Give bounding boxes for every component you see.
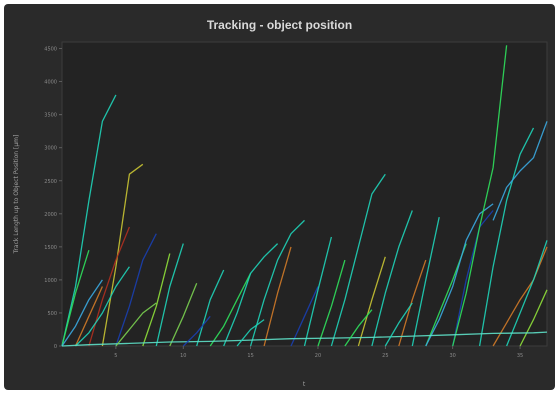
chart-title: Tracking - object position [206, 18, 353, 32]
x-tick-label: 20 [315, 353, 321, 359]
track-series-34 [61, 331, 548, 347]
track-series-24 [411, 216, 440, 347]
track-series-37 [344, 309, 373, 347]
track-series-4 [115, 233, 157, 347]
y-tick-label: 4000 [44, 80, 57, 86]
track-series-8 [75, 266, 130, 347]
track-series-13 [209, 273, 252, 347]
track-series-35 [115, 302, 157, 347]
track-series-32 [505, 240, 548, 347]
track-series-5 [61, 250, 90, 347]
y-tick-label: 500 [47, 311, 57, 317]
track-series-11 [169, 282, 198, 347]
x-tick-label: 5 [114, 353, 117, 359]
track-series-22 [371, 210, 413, 347]
track-series-1 [61, 94, 117, 347]
y-tick-label: 1000 [44, 278, 57, 284]
y-tick-label: 3000 [44, 146, 57, 152]
track-series-31 [492, 246, 548, 347]
y-axis-label: Track Length up to Object Position [µm] [13, 135, 20, 255]
track-series-7 [61, 279, 103, 347]
x-tick-label: 35 [517, 353, 523, 359]
y-tick-label: 4500 [44, 47, 57, 53]
track-series-15 [263, 246, 292, 347]
x-tick-label: 25 [382, 353, 388, 359]
x-axis-label: t [303, 381, 306, 388]
track-series-21 [357, 256, 386, 347]
track-series-10 [155, 243, 184, 347]
track-series-36 [236, 319, 265, 347]
track-series-9 [142, 253, 171, 347]
track-series-39 [182, 315, 211, 347]
track-series-20 [330, 173, 386, 347]
track-series-18 [303, 236, 333, 347]
track-series-2 [101, 163, 144, 347]
track-series-16 [249, 219, 305, 347]
y-tick-label: 0 [54, 344, 57, 350]
track-series-33 [519, 289, 548, 347]
y-tick-label: 3500 [44, 113, 57, 119]
track-series-27 [452, 210, 494, 347]
track-series-38 [384, 302, 413, 347]
series-group [61, 45, 548, 347]
y-tick-label: 2500 [44, 179, 57, 185]
x-tick-label: 30 [450, 353, 456, 359]
track-series-28 [452, 45, 508, 347]
track-series-12 [196, 269, 225, 347]
chart-svg: 0 500 1000 1500 2000 2500 3000 3500 4000 4500 5 10… [13, 41, 548, 388]
x-tick-label: 15 [247, 353, 253, 359]
chart-panel: 0 500 1000 1500 2000 2500 3000 3500 4000 4500 5 10… [4, 4, 555, 390]
track-series-6 [74, 286, 103, 347]
track-series-19 [317, 259, 346, 347]
track-series-30 [492, 121, 548, 221]
track-series-14 [223, 243, 279, 347]
x-axis-ticks: 5 10 15 20 25 30 35 [114, 346, 523, 359]
track-series-23 [398, 259, 427, 347]
track-series-26 [425, 203, 494, 347]
track-series-29 [478, 127, 535, 347]
y-axis-ticks: 0 500 1000 1500 2000 2500 3000 3500 4000 4500 [44, 47, 62, 350]
x-tick-label: 10 [180, 353, 186, 359]
y-tick-label: 1500 [44, 245, 57, 251]
plot-area [61, 41, 548, 347]
track-series-17 [290, 286, 319, 347]
y-tick-label: 2000 [44, 212, 57, 218]
